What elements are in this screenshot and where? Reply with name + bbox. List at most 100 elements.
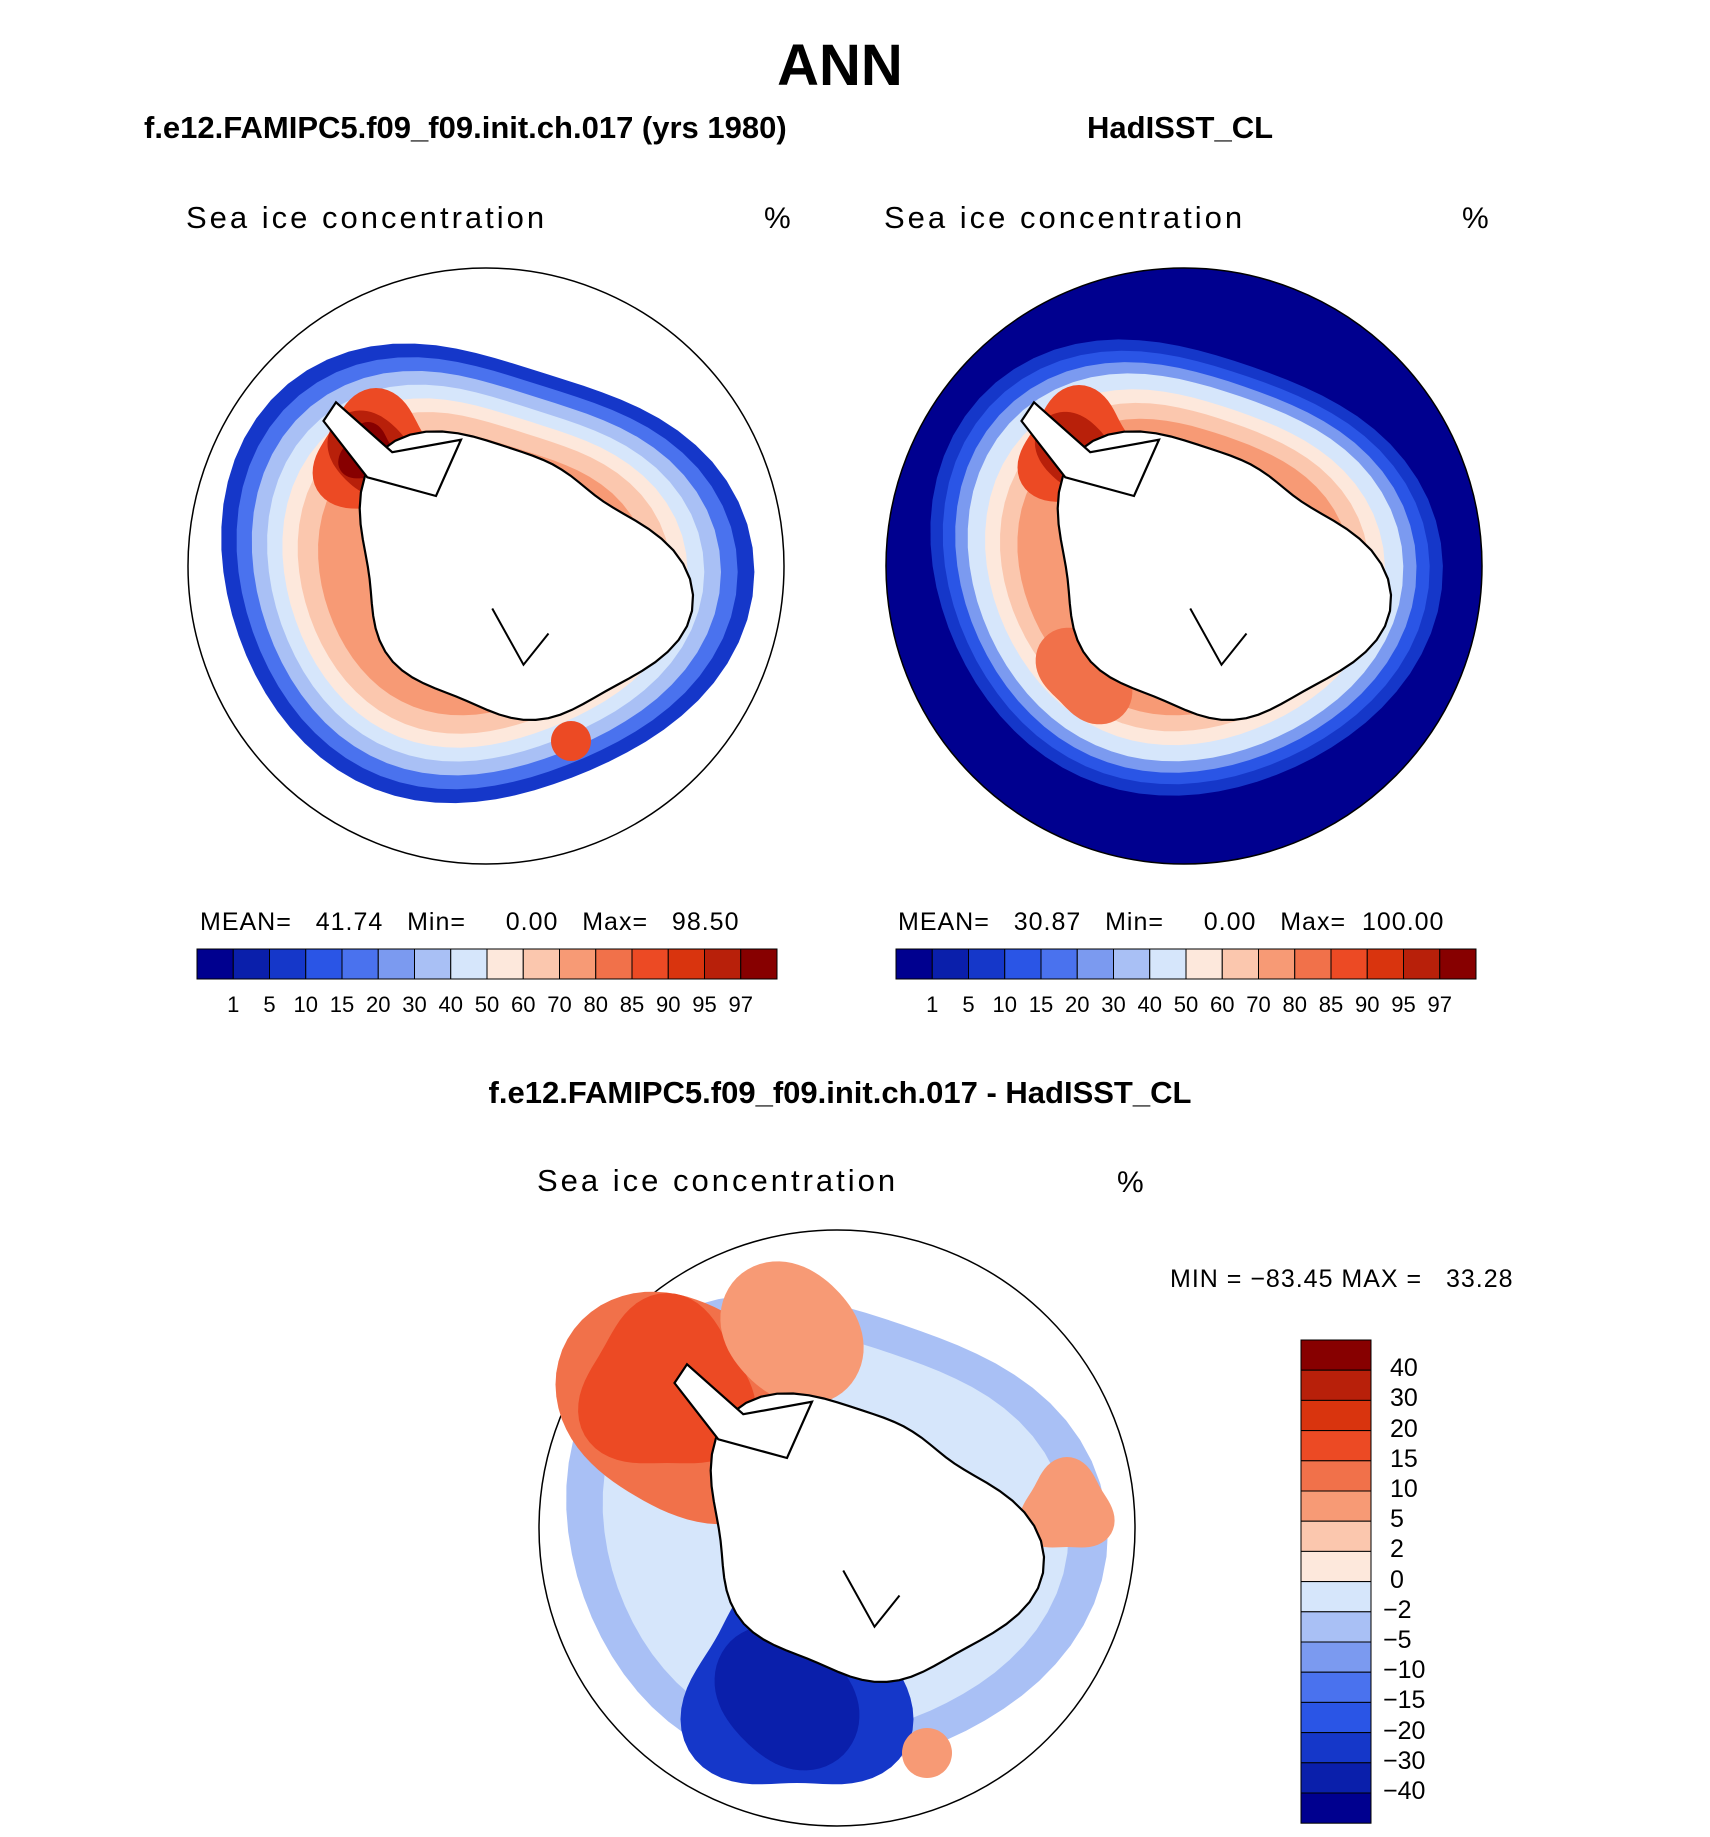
- colorbar-swatch: [232, 948, 270, 980]
- colorbar-swatch: [1221, 948, 1259, 980]
- max-label: Max=: [582, 908, 649, 936]
- colorbar-swatch: [1300, 1399, 1372, 1432]
- colorbar-swatch: [1300, 1641, 1372, 1673]
- colorbar-swatch: [377, 948, 415, 980]
- panel-1-units: %: [764, 202, 791, 235]
- colorbar-tick-label: 40: [1137, 992, 1162, 1017]
- mean-value: 41.74: [315, 908, 384, 936]
- colorbar-tick-label: 30: [402, 992, 427, 1017]
- colorbar-tick-label: 97: [728, 992, 753, 1017]
- colorbar-tick-label: −5: [1383, 1626, 1412, 1654]
- colorbar-swatch: [1300, 1611, 1372, 1643]
- colorbar-tick-label: 50: [474, 992, 500, 1017]
- colorbar-tick-label: 0: [1390, 1565, 1404, 1594]
- colorbar-tick-label: 80: [583, 992, 608, 1017]
- colorbar-tick-label: 20: [1390, 1414, 1418, 1443]
- ross-ice-shelf: [491, 608, 550, 667]
- colorbar-tick-label: 50: [1173, 992, 1199, 1017]
- colorbar-tick-label: 70: [547, 992, 572, 1017]
- colorbar-tick-label: 15: [329, 992, 355, 1017]
- mean-value: 30.87: [1013, 908, 1082, 936]
- difference-variable: Sea ice concentration: [537, 1163, 899, 1198]
- colorbar-swatch: [1300, 1762, 1372, 1794]
- colorbar-tick-label: 5: [1390, 1505, 1404, 1534]
- colorbar-tick-label: −30: [1383, 1746, 1426, 1775]
- colorbar-swatch: [1300, 1430, 1372, 1462]
- colorbar-swatch: [1185, 948, 1223, 980]
- colorbar-tick-label: 15: [1390, 1444, 1418, 1473]
- colorbar-tick-label: −2: [1383, 1595, 1412, 1624]
- antarctic-peninsula: [673, 1362, 814, 1460]
- colorbar-tick-label: 15: [1028, 992, 1054, 1017]
- colorbar-swatch: [450, 948, 488, 980]
- ross-ice-shelf: [1189, 608, 1248, 667]
- colorbar-tick-label: 30: [1101, 992, 1126, 1017]
- colorbar-swatch: [1300, 1701, 1372, 1734]
- ice-contour: [551, 721, 591, 761]
- difference-units: %: [1117, 1166, 1144, 1199]
- panel-2-units: %: [1462, 202, 1489, 235]
- panel-1-subtitle: f.e12.FAMIPC5.f09_f09.init.ch.017 (yrs 1…: [144, 110, 787, 145]
- antarctic-peninsula: [1020, 400, 1161, 498]
- colorbar-tick-label: 10: [293, 992, 318, 1017]
- panel-2-variable: Sea ice concentration: [884, 200, 1246, 235]
- colorbar-swatch: [522, 948, 560, 980]
- anomaly-contour: [1019, 1457, 1115, 1548]
- ross-ice-shelf: [842, 1570, 901, 1629]
- panel-1-stats: MEAN= 41.74 Min= 0.00 Max= 98.50: [200, 908, 739, 937]
- colorbar-swatch: [1300, 1581, 1372, 1613]
- min-label: Min=: [1105, 908, 1164, 936]
- difference-title: f.e12.FAMIPC5.f09_f09.init.ch.017 - HadI…: [488, 1075, 1192, 1110]
- mean-label: MEAN=: [898, 908, 990, 936]
- colorbar-tick-label: 95: [692, 992, 717, 1017]
- colorbar-tick-label: 10: [1390, 1475, 1418, 1503]
- colorbar-swatch: [341, 948, 379, 980]
- min-value: 0.00: [505, 908, 559, 936]
- colorbar-tick-label: −20: [1383, 1716, 1426, 1745]
- colorbar-swatch: [895, 948, 933, 980]
- colorbar-tick-label: 90: [656, 992, 681, 1017]
- colorbar-swatch: [1258, 948, 1296, 980]
- min-label: Min=: [407, 908, 466, 936]
- colorbar-swatch: [1300, 1339, 1372, 1371]
- colorbar-swatch: [414, 948, 452, 980]
- colorbar-tick-label: 20: [1065, 992, 1090, 1017]
- colorbar-tick-label: 5: [263, 992, 276, 1017]
- colorbar-swatch: [305, 948, 343, 980]
- colorbar-swatch: [1300, 1671, 1372, 1703]
- colorbar-swatch: [1040, 948, 1078, 980]
- colorbar-tick-label: 10: [992, 992, 1017, 1017]
- anomaly-contour: [902, 1728, 952, 1778]
- colorbar-swatch: [1294, 948, 1332, 980]
- colorbar-tick-label: 97: [1427, 992, 1452, 1017]
- colorbar-tick-label: 20: [366, 992, 391, 1017]
- colorbar-tick-label: 1: [926, 992, 939, 1017]
- colorbar-swatch: [968, 948, 1006, 980]
- colorbar-tick-label: −15: [1383, 1686, 1426, 1715]
- antarctica-coastline: [709, 1392, 1046, 1684]
- difference-minmax: MIN = −83.45 MAX = 33.28: [1170, 1265, 1514, 1293]
- colorbar-tick-label: 30: [1390, 1384, 1418, 1413]
- colorbar-swatch: [1439, 948, 1477, 980]
- colorbar-swatch: [1300, 1369, 1372, 1401]
- colorbar-swatch: [1300, 1732, 1372, 1764]
- panel-2-subtitle: HadISST_CL: [1087, 110, 1274, 145]
- colorbar-tick-label: 85: [619, 992, 645, 1017]
- max-value: 100.00: [1361, 908, 1445, 936]
- antarctica-coastline: [1056, 430, 1393, 722]
- colorbar-swatch: [740, 948, 778, 980]
- colorbar-swatch: [1366, 948, 1404, 980]
- max-label: Max=: [1280, 908, 1347, 936]
- colorbar-tick-label: 80: [1282, 992, 1307, 1017]
- colorbar-tick-label: 60: [511, 992, 536, 1017]
- colorbar-tick-label: 60: [1210, 992, 1235, 1017]
- colorbar-tick-label: 40: [438, 992, 463, 1017]
- colorbar-swatch: [1300, 1792, 1372, 1824]
- colorbar-swatch: [931, 948, 969, 980]
- colorbar-swatch: [1300, 1550, 1372, 1583]
